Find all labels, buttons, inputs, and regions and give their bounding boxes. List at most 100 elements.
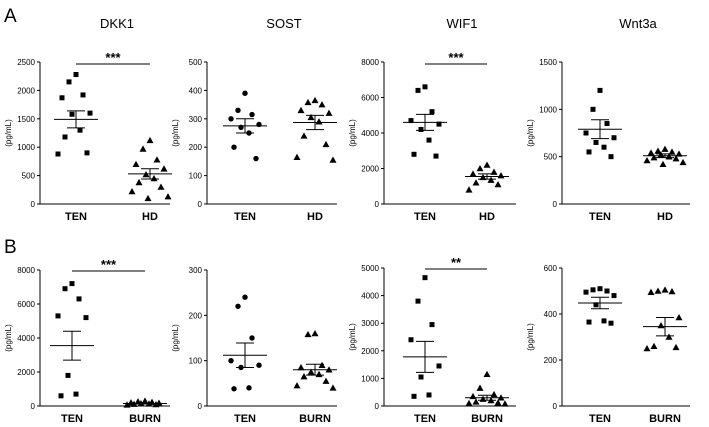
data-point (297, 363, 305, 371)
y-tick-label: 200 (544, 356, 558, 365)
chart-panel-b-3: 0 1000 2000 3000 4000 5000 (pg/mL) TEN BURN ** (348, 255, 516, 425)
data-point (668, 148, 676, 155)
y-tick-label: 5000 (361, 264, 379, 273)
data-point (647, 149, 655, 156)
chart-title: DKK1 (100, 16, 134, 31)
data-point (231, 144, 237, 150)
y-tick-label: 400 (544, 310, 558, 319)
data-point (231, 386, 237, 392)
data-point (65, 372, 71, 378)
data-point (643, 156, 651, 164)
y-axis-label: (pg/mL) (4, 324, 13, 352)
data-point (66, 79, 72, 85)
y-tick-label: 200 (189, 143, 203, 152)
data-point (411, 393, 417, 399)
y-tick-label: 8000 (17, 266, 35, 275)
data-point (654, 147, 662, 154)
y-axis-label: (pg/mL) (348, 119, 357, 147)
chart-panel-b-2: 0 100 200 300 (pg/mL) TEN BURN (171, 266, 337, 425)
y-tick-label: 8000 (361, 58, 379, 67)
data-point (465, 399, 473, 407)
data-point (73, 391, 79, 397)
data-point (315, 118, 323, 125)
significance-label: ** (451, 255, 462, 270)
data-point (246, 385, 252, 391)
data-point (593, 302, 599, 308)
y-tick-label: 2000 (17, 86, 35, 95)
data-point (408, 337, 414, 343)
data-point (77, 127, 83, 133)
data-point (494, 399, 502, 406)
data-point (84, 150, 90, 156)
data-point (465, 186, 473, 193)
data-point (59, 95, 65, 101)
y-tick-label: 2000 (361, 165, 379, 174)
data-point (228, 357, 234, 364)
data-point (307, 113, 315, 121)
y-tick-label: 500 (189, 58, 203, 67)
y-tick-label: 300 (189, 115, 203, 124)
data-point (325, 109, 333, 116)
chart-title: WIF1 (446, 16, 477, 31)
data-point (436, 363, 442, 369)
data-point (654, 287, 662, 294)
y-axis-label: (pg/mL) (4, 119, 13, 147)
data-point (145, 400, 153, 407)
data-point (601, 318, 607, 324)
data-point (130, 400, 138, 407)
data-point (246, 130, 252, 136)
x-tick-label: HD (142, 211, 158, 223)
data-point (476, 165, 484, 172)
data-point (650, 342, 658, 349)
y-axis-label: (pg/mL) (526, 119, 535, 147)
data-point (300, 373, 308, 380)
data-point (487, 176, 495, 183)
data-point (318, 101, 326, 108)
data-point (311, 96, 319, 104)
data-point (293, 382, 301, 389)
data-point (661, 286, 669, 293)
data-point (590, 287, 596, 293)
data-point (597, 87, 603, 93)
data-point (650, 154, 658, 161)
data-point (665, 333, 673, 340)
data-point (69, 281, 75, 287)
data-point (675, 150, 683, 157)
data-point (73, 71, 79, 77)
data-point (418, 126, 424, 132)
data-point (300, 132, 308, 139)
data-point (58, 393, 64, 399)
data-point (472, 398, 480, 405)
data-point (242, 294, 248, 300)
data-point (322, 140, 330, 148)
x-tick-label: TEN (61, 413, 83, 425)
data-point (141, 397, 149, 404)
y-tick-label: 0 (375, 402, 380, 411)
y-tick-label: 400 (189, 86, 203, 95)
data-point (137, 399, 145, 407)
data-point (80, 92, 86, 98)
data-point (422, 84, 428, 90)
y-tick-label: 2000 (361, 347, 379, 356)
significance-label: *** (105, 50, 121, 65)
data-point (672, 155, 680, 162)
data-point (238, 364, 244, 371)
data-point (135, 178, 143, 186)
data-point (139, 145, 147, 152)
data-point (501, 400, 509, 407)
y-tick-label: 500 (544, 153, 558, 162)
data-point (238, 124, 244, 131)
y-tick-label: 3000 (361, 319, 379, 328)
data-point (433, 153, 439, 159)
data-point (411, 151, 417, 157)
data-point (611, 135, 617, 141)
y-tick-label: 6000 (361, 94, 379, 103)
data-point (490, 168, 498, 175)
x-tick-label: TEN (234, 211, 256, 223)
data-point (329, 384, 337, 391)
data-point (83, 315, 89, 321)
x-tick-label: HD (307, 211, 323, 223)
data-point (293, 153, 301, 160)
y-axis-label: (pg/mL) (171, 119, 180, 147)
y-tick-label: 0 (198, 402, 203, 411)
